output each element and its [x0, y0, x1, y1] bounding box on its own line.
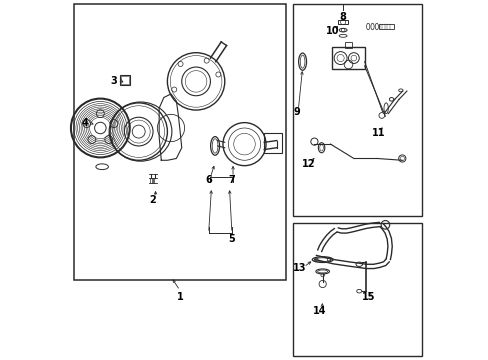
Bar — [264, 134, 282, 153]
Bar — [332, 47, 364, 69]
Text: 10: 10 — [325, 26, 338, 36]
Text: 15: 15 — [361, 292, 374, 302]
Text: 12: 12 — [302, 159, 315, 169]
Text: 9: 9 — [292, 107, 299, 117]
Bar — [337, 20, 347, 24]
Text: 7: 7 — [228, 175, 235, 185]
Text: 2: 2 — [149, 195, 156, 205]
Bar — [292, 4, 421, 216]
Text: 14: 14 — [312, 306, 326, 316]
Text: 6: 6 — [205, 175, 212, 185]
Bar — [121, 76, 128, 84]
Bar — [344, 41, 351, 48]
Bar — [379, 24, 393, 30]
Text: 8: 8 — [339, 12, 346, 22]
Text: 11: 11 — [371, 129, 385, 138]
Text: 4: 4 — [81, 118, 88, 128]
Bar — [292, 223, 421, 356]
Bar — [74, 4, 285, 280]
Text: 1: 1 — [176, 292, 183, 302]
Text: 13: 13 — [293, 263, 306, 273]
Text: 3: 3 — [110, 76, 117, 86]
Bar — [120, 75, 130, 85]
Text: 5: 5 — [228, 234, 235, 244]
